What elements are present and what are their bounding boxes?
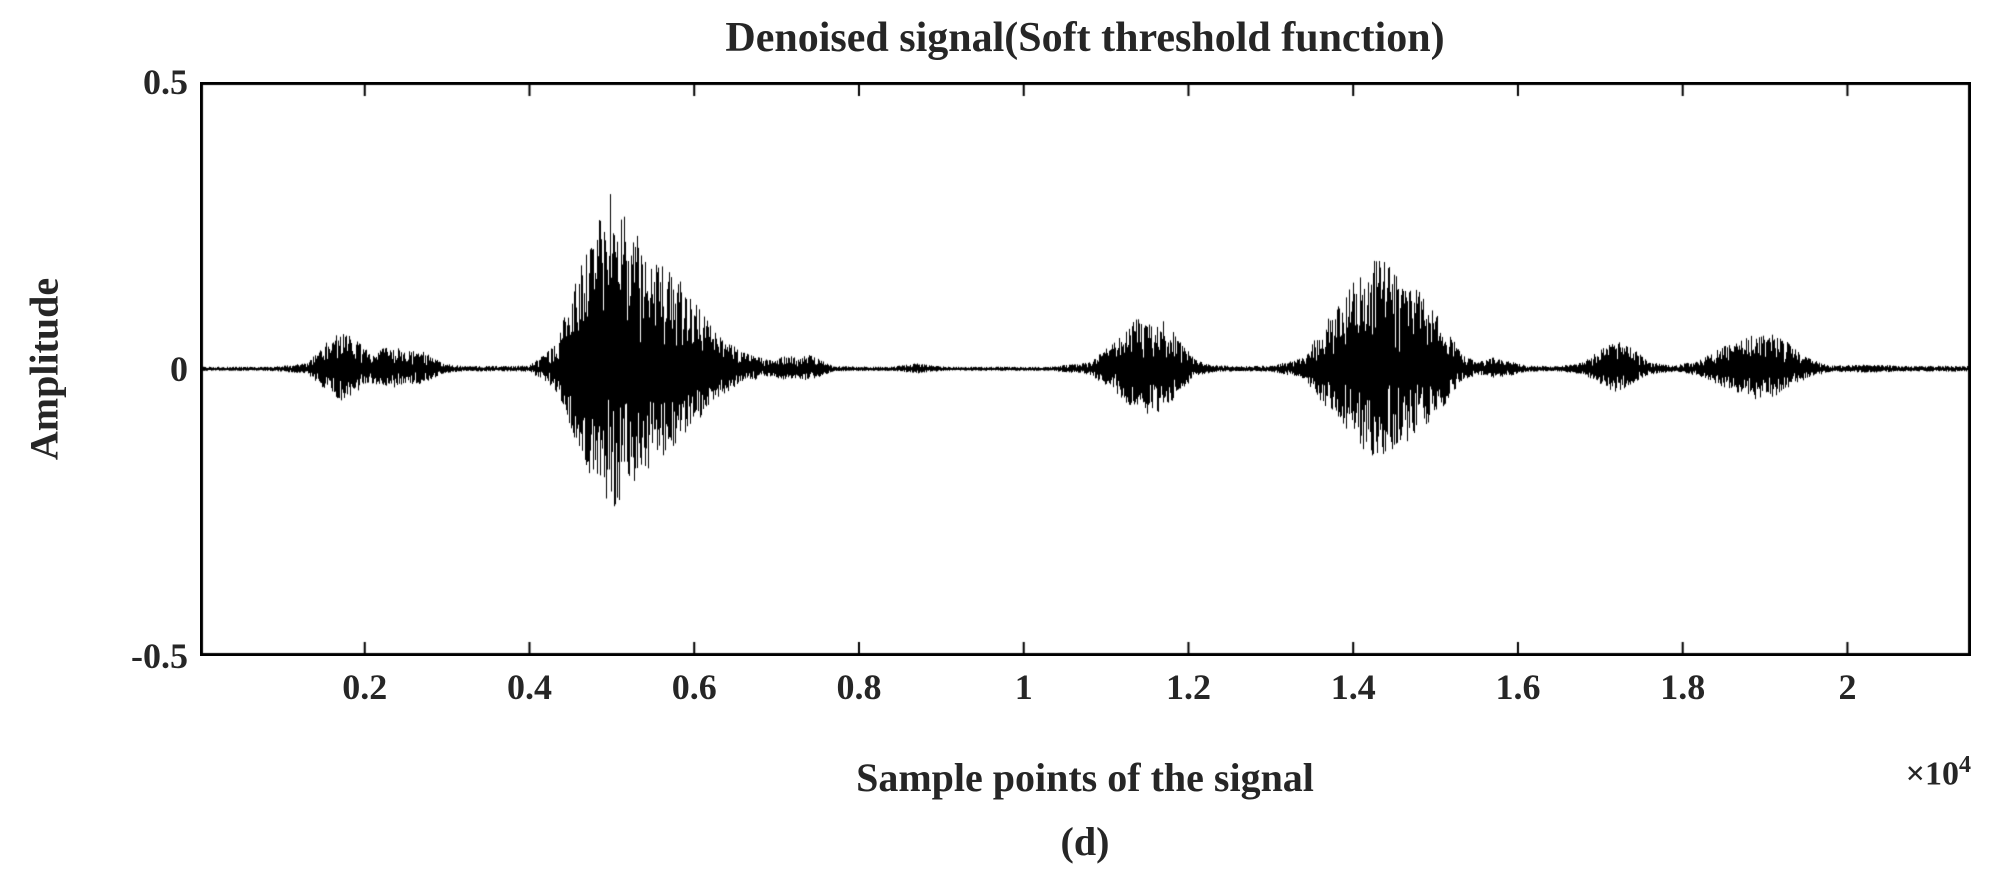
y-tick-label: -0.5	[131, 636, 188, 676]
x-tick-label: 0.4	[506, 667, 552, 707]
x-tick-label: 1	[1014, 667, 1033, 707]
x-tick-label: 1.8	[1660, 667, 1706, 707]
x-axis-label: Sample points of the signal	[856, 755, 1314, 800]
waveform-canvas	[200, 82, 1971, 656]
x-axis-scale-label: ×104	[1906, 752, 1971, 793]
x-scale-exponent: 4	[1959, 752, 1971, 778]
x-tick-label: 0.2	[342, 667, 388, 707]
y-tick-label: 0	[170, 349, 188, 389]
subfigure-caption: (d)	[1060, 819, 1110, 864]
x-tick-label: 0.8	[836, 667, 882, 707]
y-axis-label: Amplitude	[21, 277, 67, 461]
x-tick-label: 0.6	[671, 667, 717, 707]
chart-title: Denoised signal(Soft threshold function)	[725, 15, 1445, 61]
x-tick-label: 1.4	[1330, 667, 1376, 707]
x-tick-label: 2	[1838, 667, 1857, 707]
x-scale-base: ×10	[1905, 755, 1959, 793]
x-tick-label: 1.2	[1165, 667, 1211, 707]
x-tick-label: 1.6	[1495, 667, 1541, 707]
y-tick-label: 0.5	[143, 62, 188, 102]
